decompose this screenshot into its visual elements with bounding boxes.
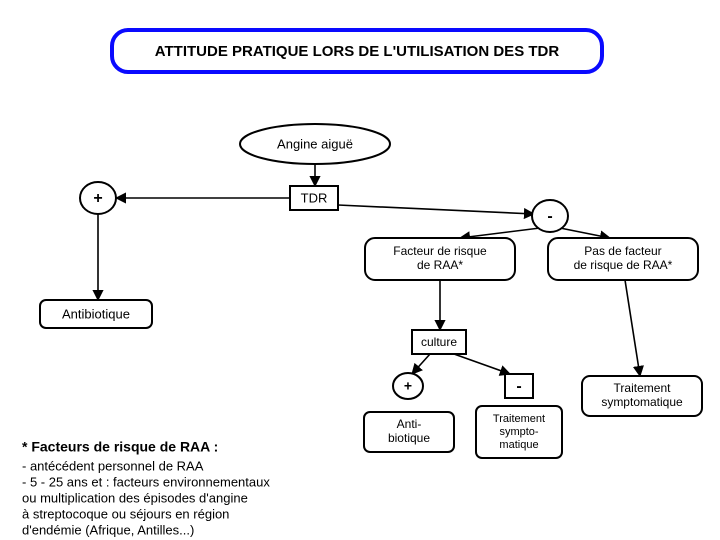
svg-text:de RAA*: de RAA* — [417, 258, 463, 272]
svg-text:Pas de facteur: Pas de facteur — [584, 244, 661, 258]
svg-text:sympto-: sympto- — [499, 426, 538, 438]
svg-text:-: - — [516, 378, 521, 395]
svg-text:Antibiotique: Antibiotique — [62, 306, 130, 321]
edge-tdr-minus1 — [338, 205, 534, 214]
diagram-canvas: ATTITUDE PRATIQUE LORS DE L'UTILISATION … — [0, 0, 720, 540]
edge-culture-plus2 — [412, 354, 430, 374]
edge-minus1-pasfacteur — [560, 228, 610, 238]
svg-text:+: + — [404, 378, 412, 394]
svg-text:de risque de RAA*: de risque de RAA* — [574, 258, 673, 272]
svg-text:biotique: biotique — [388, 431, 430, 445]
svg-text:+: + — [93, 190, 102, 207]
svg-text:TDR: TDR — [301, 190, 328, 205]
svg-text:* Facteurs de risque de RAA :: * Facteurs de risque de RAA : — [22, 439, 218, 455]
edge-pasfacteur-trait_big — [625, 280, 640, 376]
svg-text:Facteur de risque: Facteur de risque — [393, 244, 487, 258]
svg-text:- 5 - 25 ans et : facteurs en: - 5 - 25 ans et : facteurs environnement… — [22, 474, 270, 489]
svg-text:Anti-: Anti- — [397, 417, 422, 431]
svg-text:matique: matique — [499, 439, 538, 451]
edge-minus1-facteur — [460, 228, 540, 238]
svg-text:Angine aiguë: Angine aiguë — [277, 136, 353, 151]
svg-text:ou multiplication des épisodes: ou multiplication des épisodes d'angine — [22, 490, 248, 505]
svg-text:ATTITUDE PRATIQUE LORS DE L'U: ATTITUDE PRATIQUE LORS DE L'UTILISATION … — [155, 43, 560, 60]
svg-text:Traitement: Traitement — [493, 413, 545, 425]
svg-text:culture: culture — [421, 335, 457, 349]
edge-culture-minus2 — [454, 354, 510, 374]
svg-text:symptomatique: symptomatique — [601, 395, 683, 409]
svg-text:-: - — [547, 208, 552, 225]
svg-text:à streptocoque ou séjours en r: à streptocoque ou séjours en région — [22, 506, 229, 521]
svg-text:d'endémie (Afrique, Antilles..: d'endémie (Afrique, Antilles...) — [22, 522, 194, 537]
svg-text:- antécédent personnel de RAA: - antécédent personnel de RAA — [22, 458, 204, 473]
svg-text:Traitement: Traitement — [614, 381, 672, 395]
